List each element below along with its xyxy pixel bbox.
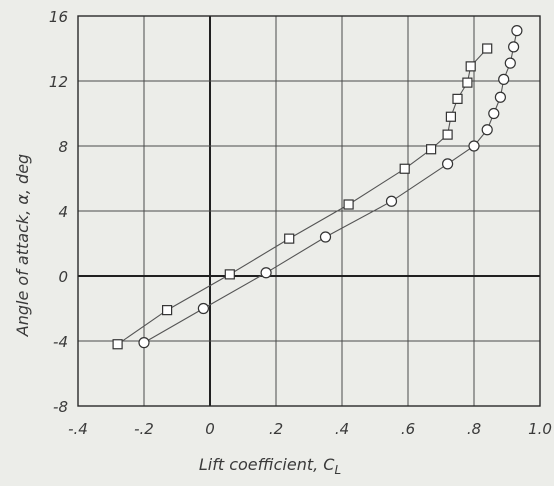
- y-tick-label: 0: [58, 268, 68, 286]
- square-marker: [465, 61, 476, 72]
- y-tick-labels: -8 -4 0 4 8 12 16: [49, 8, 68, 416]
- square-marker: [343, 199, 354, 210]
- square-marker: [399, 163, 410, 174]
- square-marker: [452, 93, 463, 104]
- plot-frame: [77, 15, 541, 407]
- grid: [77, 15, 541, 407]
- y-tick-label: -4: [53, 333, 68, 351]
- y-tick-label: -8: [53, 398, 68, 416]
- y-tick-label: 12: [49, 73, 68, 91]
- y-tick-label: 8: [58, 138, 68, 156]
- x-tick-label: .6: [401, 420, 415, 438]
- x-tick-label: -.2: [134, 420, 154, 438]
- x-tick-label: .4: [335, 420, 349, 438]
- circle-marker: [319, 231, 332, 243]
- circle-marker: [385, 195, 398, 207]
- x-tick-labels: -.4 -.2 0 .2 .4 .6 .8 1.0: [68, 420, 552, 438]
- circle-marker: [511, 25, 523, 37]
- y-axis-label: Angle of attack, α, deg: [13, 154, 32, 337]
- circle-marker: [504, 57, 516, 69]
- square-marker: [426, 144, 437, 155]
- circle-marker: [197, 302, 209, 315]
- circle-series-line: [143, 30, 518, 344]
- circle-marker: [260, 267, 272, 279]
- circle-marker: [507, 41, 520, 53]
- x-tick-label: 1.0: [528, 420, 552, 438]
- square-marker: [445, 111, 456, 122]
- circle-marker: [138, 337, 150, 349]
- square-marker: [112, 339, 123, 350]
- square-marker: [284, 233, 295, 244]
- y-tick-label: 4: [58, 203, 68, 221]
- square-marker: [462, 77, 473, 88]
- square-marker: [482, 43, 493, 54]
- square-marker: [224, 269, 235, 280]
- square-series-line: [117, 48, 488, 345]
- circle-marker: [442, 158, 454, 170]
- circle-marker: [481, 124, 493, 136]
- markers: [112, 25, 523, 350]
- x-axis-label: Lift coefficient, CL: [199, 455, 341, 477]
- x-tick-label: .2: [269, 420, 283, 438]
- circle-marker: [494, 91, 506, 103]
- x-tick-label: .8: [467, 420, 481, 438]
- circle-marker: [468, 140, 480, 152]
- square-marker: [162, 305, 173, 316]
- circle-marker: [488, 107, 500, 120]
- x-tick-label: -.4: [68, 420, 88, 438]
- square-marker: [442, 129, 453, 140]
- x-tick-label: 0: [205, 420, 215, 438]
- circle-marker: [498, 73, 510, 85]
- y-tick-label: 16: [49, 8, 68, 26]
- series-lines: [117, 30, 518, 345]
